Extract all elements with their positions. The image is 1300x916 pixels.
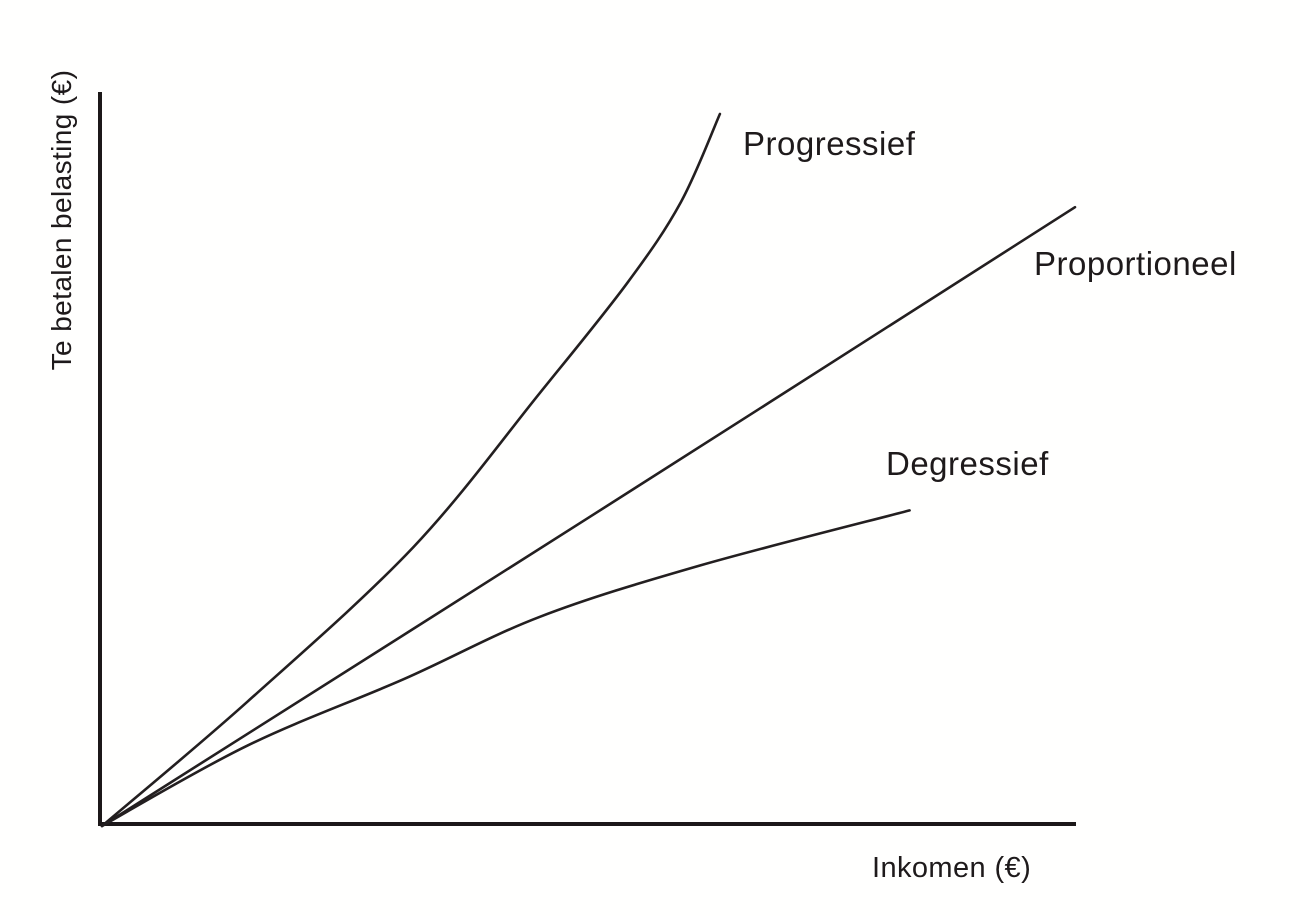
curve-label-progressief: Progressief — [743, 125, 916, 162]
x-axis-label: Inkomen (€) — [872, 852, 1032, 884]
curve-progressief — [100, 112, 722, 828]
y-axis-label: Te betalen belasting (€) — [46, 69, 77, 371]
curve-label-proportioneel: Proportioneel — [1034, 245, 1237, 282]
curve-label-degressief: Degressief — [886, 445, 1049, 482]
curve-proportioneel — [100, 205, 1077, 828]
axes — [98, 92, 1076, 826]
curve-degressief — [100, 509, 911, 828]
